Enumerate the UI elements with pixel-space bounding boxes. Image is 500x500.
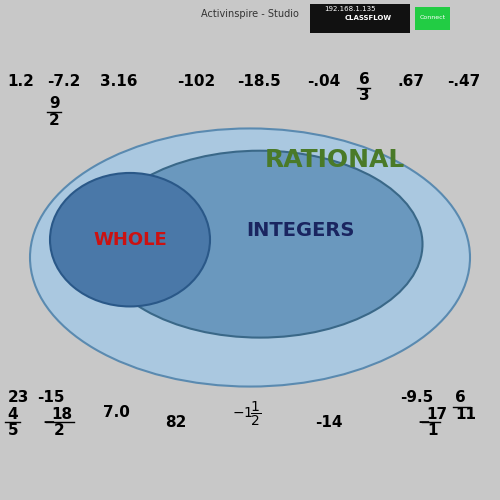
Text: 192.168.1.135: 192.168.1.135	[324, 6, 376, 12]
Text: 2: 2	[54, 422, 64, 438]
Ellipse shape	[50, 173, 210, 306]
Text: .67: .67	[398, 74, 424, 89]
Text: Activinspire - Studio: Activinspire - Studio	[201, 9, 299, 19]
Text: 4: 4	[8, 406, 18, 422]
Text: -7.2: -7.2	[48, 74, 81, 89]
Text: 9: 9	[49, 96, 59, 112]
Text: 11: 11	[455, 406, 476, 422]
Bar	[310, 4, 410, 33]
Text: 6: 6	[455, 390, 466, 405]
Text: $-1\!\dfrac{1}{2}$: $-1\!\dfrac{1}{2}$	[232, 400, 262, 428]
Text: Connect: Connect	[420, 15, 446, 20]
Text: WHOLE: WHOLE	[93, 230, 167, 248]
Ellipse shape	[98, 150, 422, 338]
Text: −: −	[418, 414, 430, 430]
Text: -102: -102	[178, 74, 216, 89]
Bar	[415, 7, 450, 30]
Text: 1: 1	[428, 422, 438, 438]
Text: 17: 17	[426, 406, 447, 422]
Text: −: −	[42, 414, 55, 430]
Text: 6: 6	[359, 72, 370, 87]
Text: 23: 23	[8, 390, 29, 405]
Text: 3.16: 3.16	[100, 74, 138, 89]
Text: -15: -15	[38, 390, 65, 405]
Text: 7.0: 7.0	[102, 405, 130, 420]
Text: CLASSFLOW: CLASSFLOW	[345, 14, 392, 20]
Text: -.04: -.04	[308, 74, 341, 89]
Text: RATIONAL: RATIONAL	[265, 148, 405, 172]
Text: 5: 5	[8, 422, 18, 438]
Text: 3: 3	[359, 88, 370, 104]
Text: -14: -14	[315, 414, 342, 430]
Text: 2: 2	[49, 113, 60, 128]
Text: 18: 18	[51, 406, 72, 422]
Text: -.47: -.47	[448, 74, 481, 89]
Text: INTEGERS: INTEGERS	[246, 222, 354, 240]
Text: 82: 82	[165, 414, 186, 430]
Text: 1.2: 1.2	[8, 74, 34, 89]
Text: -18.5: -18.5	[238, 74, 281, 89]
Ellipse shape	[30, 128, 470, 386]
Text: -9.5: -9.5	[400, 390, 433, 405]
